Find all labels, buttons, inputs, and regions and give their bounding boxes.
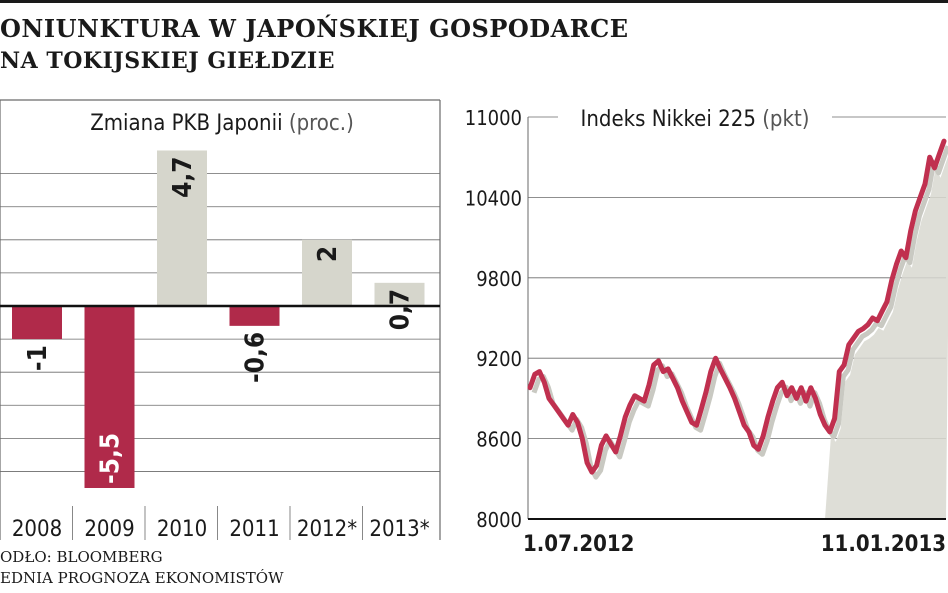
nikkei-end-date: 11.01.2013: [821, 532, 946, 557]
gdp-bar-value-label: 4,7: [168, 156, 198, 197]
gdp-bar: [84, 306, 135, 488]
gdp-bar-value-label: -5,5: [96, 433, 126, 484]
nikkei-start-date: 1.07.2012: [523, 532, 634, 557]
nikkei-ytick-label: 10400: [465, 186, 522, 210]
left-chart-title: Zmiana PKB Japonii (proc.): [90, 111, 354, 136]
page-title: ONIUNKTURA W JAPOŃSKIEJ GOSPODARCE: [0, 14, 629, 43]
gdp-bar: [302, 239, 352, 306]
right-chart-title: Indeks Nikkei 225 (pkt): [581, 107, 810, 132]
gdp-year-label: 2009: [84, 517, 134, 542]
nikkei-ytick-label: 8000: [476, 508, 522, 532]
gdp-year-label: 2008: [12, 517, 62, 542]
right-chart-title-text: Indeks Nikkei 225: [581, 107, 763, 132]
page-subtitle: NA TOKIJSKIEJ GIEŁDZIE: [0, 48, 335, 74]
gdp-year-label: 2010: [157, 517, 207, 542]
nikkei-area-fill: [825, 156, 948, 519]
forecast-note: EDNIA PROGNOZA EKONOMISTÓW: [0, 569, 284, 587]
gdp-bar: [374, 282, 425, 306]
header-rule: [0, 0, 948, 3]
gdp-year-label: 2011: [229, 517, 279, 542]
gdp-bar: [12, 306, 62, 340]
gdp-year-label: 2013*: [369, 517, 429, 542]
left-chart-unit: (proc.): [289, 111, 354, 136]
nikkei-ytick-label: 9200: [476, 347, 522, 371]
gdp-bar-value-label: -0,6: [241, 332, 271, 383]
gdp-bar: [157, 150, 207, 306]
nikkei-ytick-label: 11000: [465, 106, 522, 130]
nikkei-line: [527, 138, 947, 475]
gdp-bar-value-label: -1: [23, 345, 53, 371]
left-chart-title-text: Zmiana PKB Japonii: [90, 111, 289, 136]
gdp-bar-value-label: 0,7: [386, 289, 416, 330]
right-chart-unit: (pkt): [762, 107, 809, 132]
gdp-year-label: 2012*: [297, 517, 357, 542]
gdp-bar-value-label: 2: [313, 246, 343, 262]
gdp-bar: [229, 306, 280, 326]
nikkei-ytick-label: 8600: [476, 428, 522, 452]
source-note: ODŁO: BLOOMBERG: [0, 548, 163, 566]
nikkei-ytick-label: 9800: [476, 267, 522, 291]
